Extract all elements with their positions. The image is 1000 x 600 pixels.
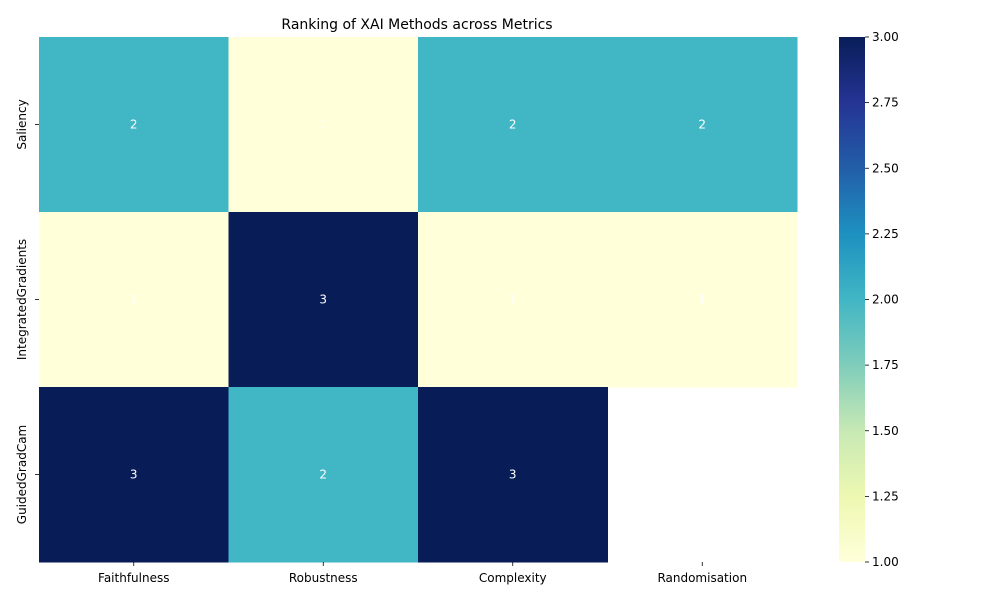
cell-value-label: 3	[130, 468, 138, 482]
colorbar-tick-label: 3.00	[872, 30, 899, 44]
y-axis: Saliency IntegratedGradients GuidedGradCam	[15, 99, 39, 524]
x-tick-label: Complexity	[479, 571, 547, 585]
cell-value-label: 1	[319, 118, 327, 132]
cell-value-label: 3	[319, 293, 327, 307]
heatmap-cell	[418, 387, 608, 563]
cell-value-label: 1	[509, 293, 517, 307]
heatmap-cells: 2 1 2 2 1 3 1 1 3 2 3	[39, 37, 798, 563]
colorbar: 1.00 1.25 1.50 1.75 2.00 2.25 2.50 2.75 3.00	[839, 30, 899, 569]
heatmap-cell	[418, 212, 608, 388]
colorbar-gradient	[839, 37, 865, 562]
colorbar-tick-label: 2.25	[872, 227, 899, 241]
heatmap-cell	[39, 37, 229, 213]
colorbar-tick-label: 1.00	[872, 555, 899, 569]
colorbar-tick-label: 2.50	[872, 161, 899, 175]
cell-value-label: 2	[130, 118, 138, 132]
chart-title: Ranking of XAI Methods across Metrics	[281, 17, 552, 33]
x-axis: Faithfulness Robustness Complexity Randomis…	[98, 562, 747, 585]
heatmap-cell	[39, 387, 229, 563]
heatmap-cell	[39, 212, 229, 388]
cell-value-label: 2	[698, 118, 706, 132]
cell-value-label: 3	[509, 468, 517, 482]
x-tick-label: Robustness	[289, 571, 358, 585]
x-tick-label: Randomisation	[657, 571, 747, 585]
y-tick-label: Saliency	[15, 99, 29, 149]
colorbar-tick-label: 1.75	[872, 358, 899, 372]
colorbar-tick-label: 2.00	[872, 293, 899, 307]
heatmap-cell	[228, 37, 419, 213]
cell-value-label: 2	[319, 468, 327, 482]
colorbar-tick-label: 1.25	[872, 489, 899, 503]
heatmap-cell	[607, 212, 798, 388]
heatmap-cell	[228, 387, 419, 563]
colorbar-tick-label: 1.50	[872, 424, 899, 438]
heatmap-cell	[607, 37, 798, 213]
cell-value-label: 1	[130, 293, 138, 307]
x-tick-label: Faithfulness	[98, 571, 169, 585]
y-tick-label: IntegratedGradients	[15, 239, 29, 360]
cell-value-label: 2	[509, 118, 517, 132]
heatmap-cell	[228, 212, 419, 388]
cell-value-label: 1	[698, 293, 706, 307]
y-tick-label: GuidedGradCam	[15, 425, 29, 524]
colorbar-tick-label: 2.75	[872, 96, 899, 110]
heatmap-cell	[418, 37, 608, 213]
